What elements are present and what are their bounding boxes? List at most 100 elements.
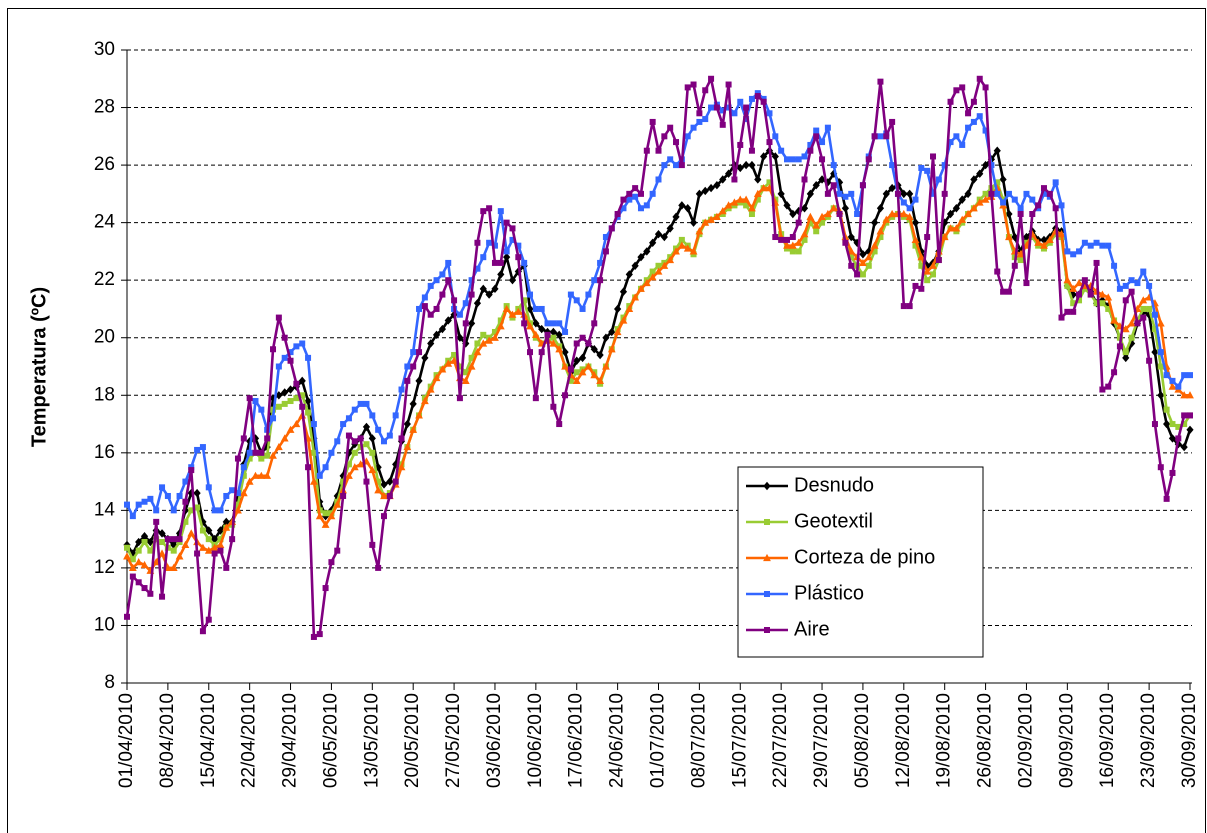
data-point	[1127, 319, 1136, 327]
data-point	[736, 163, 744, 173]
data-point	[509, 225, 516, 232]
data-point	[701, 218, 710, 226]
legend-marker	[763, 553, 771, 562]
x-tick-label: 29/07/2010	[811, 693, 832, 788]
data-point	[1040, 185, 1047, 192]
data-point	[929, 261, 937, 269]
data-point	[159, 484, 166, 491]
data-point	[1070, 308, 1077, 315]
data-point	[626, 190, 633, 197]
data-point	[917, 253, 926, 261]
data-point	[497, 208, 504, 215]
data-point	[678, 162, 685, 169]
data-point	[485, 290, 493, 299]
data-point	[766, 110, 773, 117]
data-point	[905, 212, 914, 220]
data-point	[941, 162, 948, 169]
data-point	[625, 304, 634, 313]
data-point	[713, 181, 721, 190]
data-point	[923, 261, 931, 270]
data-point	[140, 532, 149, 541]
data-point	[795, 156, 802, 163]
data-point	[871, 133, 878, 140]
data-point	[690, 81, 697, 88]
data-point	[648, 273, 657, 281]
data-point	[281, 400, 288, 407]
x-tick-label: 29/04/2010	[280, 693, 301, 788]
data-point	[135, 501, 142, 508]
data-point	[194, 504, 201, 511]
data-point	[432, 330, 441, 340]
x-tick-label: 22/04/2010	[239, 693, 260, 788]
data-point	[368, 465, 377, 474]
data-point	[538, 305, 545, 312]
data-point	[246, 395, 253, 402]
data-point	[217, 547, 224, 554]
data-point	[637, 205, 644, 212]
data-point	[754, 93, 761, 100]
data-point	[451, 351, 458, 358]
data-point	[725, 104, 732, 111]
data-point	[953, 87, 960, 94]
data-point	[404, 377, 411, 384]
data-point	[420, 396, 429, 405]
data-point	[912, 242, 919, 249]
data-point	[865, 262, 872, 269]
data-point	[994, 268, 1001, 275]
data-point	[643, 247, 651, 256]
data-point	[299, 403, 306, 410]
data-point	[619, 287, 628, 296]
data-point	[614, 304, 622, 314]
data-point	[801, 176, 808, 183]
data-point	[234, 490, 241, 497]
x-tick-label: 01/07/2010	[648, 693, 669, 788]
data-point	[1128, 288, 1135, 295]
data-point	[269, 451, 277, 459]
data-point	[958, 215, 967, 223]
data-point	[959, 84, 966, 91]
data-point	[1052, 179, 1059, 186]
data-point	[129, 549, 137, 558]
legend-marker	[763, 481, 771, 491]
data-point	[824, 124, 831, 131]
data-point	[175, 552, 184, 560]
data-point	[286, 385, 295, 394]
data-point	[982, 190, 989, 197]
data-point	[526, 322, 534, 330]
data-point	[859, 258, 867, 267]
data-point	[649, 238, 657, 247]
data-point	[1035, 202, 1042, 209]
data-point	[135, 579, 142, 586]
data-point	[351, 449, 358, 456]
data-point	[223, 564, 230, 571]
data-point	[270, 415, 277, 422]
x-tick-label: 10/06/2010	[525, 693, 546, 788]
data-point	[426, 385, 435, 393]
data-point	[298, 376, 306, 386]
data-point	[188, 507, 195, 514]
data-point	[888, 183, 896, 193]
data-point	[305, 354, 312, 361]
data-point	[305, 464, 312, 471]
data-point	[742, 195, 751, 203]
data-point	[386, 492, 393, 499]
data-point	[479, 284, 487, 294]
data-point	[923, 267, 932, 275]
y-tick-label: 18	[94, 384, 115, 405]
data-point	[496, 322, 505, 330]
data-point	[181, 540, 190, 548]
data-point	[339, 471, 347, 481]
data-point	[310, 421, 317, 428]
data-point	[573, 340, 580, 347]
data-point	[678, 201, 686, 210]
data-point	[305, 409, 312, 416]
data-point	[1076, 291, 1083, 298]
data-point	[275, 363, 282, 370]
data-point	[965, 124, 972, 131]
x-tick-label: 19/08/2010	[934, 693, 955, 788]
data-point	[672, 247, 680, 255]
data-point	[689, 247, 698, 255]
data-point	[1070, 251, 1077, 258]
data-point	[918, 285, 925, 292]
data-point	[759, 184, 768, 192]
